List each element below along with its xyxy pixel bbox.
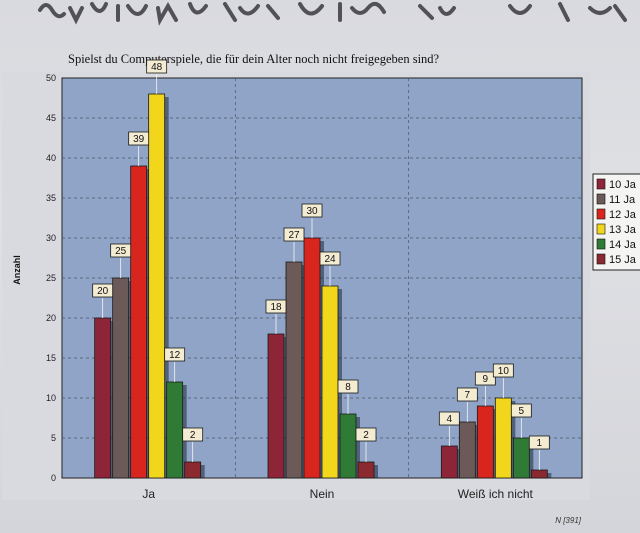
y-tick-label: 5 bbox=[51, 433, 56, 443]
data-label: 10 bbox=[498, 366, 510, 377]
legend-label: 11 Ja bbox=[609, 194, 636, 206]
category-label: Nein bbox=[310, 487, 335, 501]
y-tick-label: 40 bbox=[46, 153, 56, 163]
legend-swatch bbox=[596, 223, 606, 235]
y-tick-label: 45 bbox=[46, 113, 56, 123]
y-tick-label: 25 bbox=[46, 273, 56, 283]
data-label-box bbox=[528, 435, 550, 450]
legend-swatch bbox=[596, 253, 606, 265]
legend-label: 15 Ja bbox=[609, 254, 637, 266]
data-label: 25 bbox=[115, 246, 127, 257]
bar bbox=[130, 165, 148, 479]
data-label-box bbox=[438, 411, 460, 426]
legend-swatch bbox=[596, 238, 606, 250]
data-label: 24 bbox=[324, 254, 336, 265]
data-label-box bbox=[182, 427, 204, 442]
data-label-box bbox=[146, 59, 168, 74]
data-label-box bbox=[283, 227, 305, 242]
bar bbox=[94, 317, 112, 479]
legend-label: 12 Ja bbox=[609, 209, 637, 221]
bar bbox=[112, 277, 130, 479]
data-label-box bbox=[301, 203, 323, 218]
bar bbox=[512, 437, 530, 479]
data-label-box bbox=[319, 251, 341, 266]
data-label: 12 bbox=[169, 350, 181, 361]
legend-swatch bbox=[596, 193, 606, 205]
data-label-box bbox=[492, 363, 514, 378]
data-label: 2 bbox=[190, 430, 196, 441]
y-tick-label: 10 bbox=[46, 393, 56, 403]
y-tick-label: 0 bbox=[51, 473, 56, 483]
bar bbox=[148, 93, 166, 479]
data-label-box bbox=[456, 387, 478, 402]
data-label: 7 bbox=[465, 390, 471, 401]
data-label: 30 bbox=[306, 206, 318, 217]
bars bbox=[94, 93, 552, 479]
y-tick-label: 50 bbox=[46, 73, 56, 83]
chart-title: Spielst du Computerspiele, die für dein … bbox=[68, 52, 440, 66]
data-label: 48 bbox=[151, 62, 163, 73]
bar bbox=[458, 421, 476, 479]
y-axis: 0 5 10 15 20 25 30 35 40 45 50 bbox=[46, 73, 56, 483]
y-tick-label: 30 bbox=[46, 233, 56, 243]
data-label-box bbox=[128, 131, 150, 146]
data-label-box bbox=[164, 347, 186, 362]
bar bbox=[267, 333, 285, 479]
data-label: 20 bbox=[97, 286, 109, 297]
legend-label: 14 Ja bbox=[609, 239, 637, 251]
bar bbox=[476, 405, 494, 479]
data-label: 1 bbox=[537, 438, 543, 449]
legend-label: 10 Ja bbox=[609, 179, 637, 191]
handwriting-scribble bbox=[38, 1, 627, 26]
data-label: 39 bbox=[133, 134, 145, 145]
data-label: 8 bbox=[345, 382, 351, 393]
data-label-box bbox=[474, 371, 496, 386]
data-label-box bbox=[110, 243, 132, 258]
legend: 10 Ja 11 Ja 12 Ja 13 Ja 14 Ja 15 Ja bbox=[592, 173, 640, 271]
y-tick-label: 15 bbox=[46, 353, 56, 363]
bar bbox=[166, 381, 184, 479]
data-label: 9 bbox=[483, 374, 489, 385]
bar bbox=[440, 445, 458, 479]
legend-label: 13 Ja bbox=[609, 224, 637, 236]
bar bbox=[357, 461, 375, 479]
data-label: 5 bbox=[519, 406, 525, 417]
category-label: Weiß ich nicht bbox=[458, 487, 534, 501]
bar bbox=[339, 413, 357, 479]
legend-swatch bbox=[596, 208, 606, 220]
bar bbox=[321, 285, 339, 479]
bar bbox=[494, 397, 512, 479]
data-label: 4 bbox=[447, 414, 453, 425]
bar bbox=[285, 261, 303, 479]
x-axis: Ja Nein Weiß ich nicht bbox=[142, 487, 533, 501]
legend-swatch bbox=[596, 178, 606, 190]
y-tick-label: 35 bbox=[46, 193, 56, 203]
category-label: Ja bbox=[142, 487, 155, 501]
bar bbox=[530, 469, 548, 479]
data-label-box bbox=[337, 379, 359, 394]
data-label: 18 bbox=[270, 302, 282, 313]
y-axis-label: Anzahl bbox=[12, 255, 22, 285]
data-label-box bbox=[92, 283, 114, 298]
bar bbox=[184, 461, 202, 479]
sample-size-footnote: N [391] bbox=[555, 516, 582, 525]
data-label: 2 bbox=[363, 430, 369, 441]
bar bbox=[303, 237, 321, 479]
data-label: 27 bbox=[288, 230, 300, 241]
data-label-box bbox=[355, 427, 377, 442]
data-label-box bbox=[265, 299, 287, 314]
data-label-box bbox=[510, 403, 532, 418]
y-tick-label: 20 bbox=[46, 313, 56, 323]
